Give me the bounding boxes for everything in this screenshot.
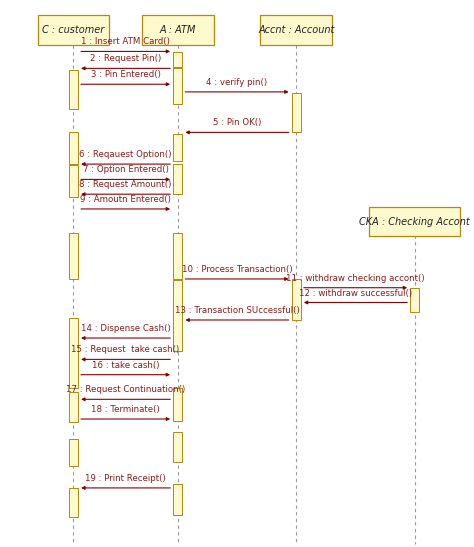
Text: 12 : withdraw successful(): 12 : withdraw successful() [299,289,412,298]
Bar [69,439,78,466]
Text: 19 : Print Receipt(): 19 : Print Receipt() [85,474,166,483]
Bar [292,279,301,320]
Bar [69,233,78,279]
Bar [173,68,182,104]
Text: A : ATM: A : ATM [160,25,196,35]
Text: 18 : Terminate(): 18 : Terminate() [91,405,160,414]
Bar [173,164,182,194]
Text: 8 : Request Amount(): 8 : Request Amount() [80,181,172,189]
Text: Accnt : Account: Accnt : Account [258,25,335,35]
Bar [173,280,182,351]
Bar [292,93,301,132]
Bar [173,134,182,161]
FancyBboxPatch shape [37,15,109,45]
Text: 2 : Request Pin(): 2 : Request Pin() [90,55,161,63]
FancyBboxPatch shape [142,15,213,45]
Bar [69,392,78,422]
Text: 4 : verify pin(): 4 : verify pin() [207,78,267,87]
Text: 16 : take cash(): 16 : take cash() [92,361,159,370]
Bar [173,432,182,462]
Bar [69,165,78,197]
Bar [173,52,182,67]
Text: CKA : Checking Accont: CKA : Checking Accont [359,217,470,226]
Text: 9 : Amoutn Entered(): 9 : Amoutn Entered() [80,195,171,204]
Bar [69,132,78,164]
Text: 6 : Reqauest Option(): 6 : Reqauest Option() [79,150,172,159]
Text: C : customer: C : customer [42,25,105,35]
Bar [173,233,182,279]
Text: 14 : Dispense Cash(): 14 : Dispense Cash() [81,324,171,333]
Text: 5 : Pin OK(): 5 : Pin OK() [213,119,261,127]
Bar [410,288,419,312]
Text: 1 : Insert ATM Card(): 1 : Insert ATM Card() [81,38,170,46]
Text: 7 : Option Entered(): 7 : Option Entered() [82,166,169,174]
Bar [173,388,182,421]
Text: 10 : Process Transaction(): 10 : Process Transaction() [182,265,292,274]
FancyBboxPatch shape [370,207,460,236]
Text: 17 : Request Continuation(): 17 : Request Continuation() [66,386,185,394]
Bar [69,488,78,517]
Text: 15 : Request  take cash(): 15 : Request take cash() [72,346,180,354]
Text: 13 : Transaction SUccessful(): 13 : Transaction SUccessful() [174,306,300,315]
Text: 3 : Pin Entered(): 3 : Pin Entered() [91,71,161,79]
FancyBboxPatch shape [261,15,332,45]
Bar [69,318,78,388]
Bar [173,484,182,515]
Text: 11 : withdraw checking accont(): 11 : withdraw checking accont() [286,274,425,283]
Bar [69,70,78,109]
